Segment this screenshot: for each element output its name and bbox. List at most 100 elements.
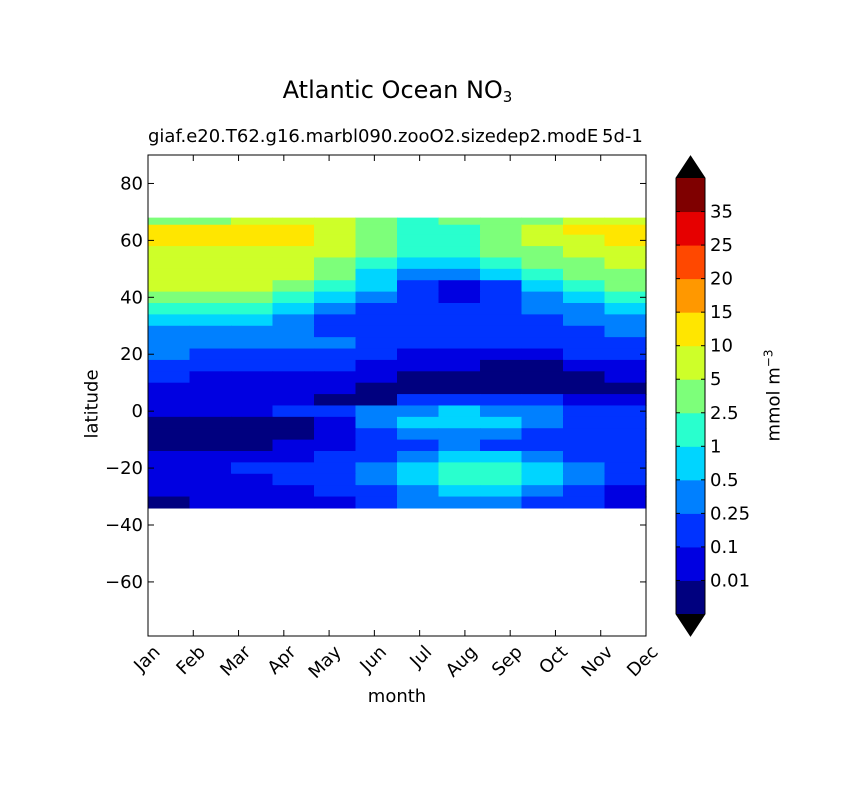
y-tick-label: 40 [120,287,143,308]
y-tick-label: 80 [120,173,143,194]
colorbar-outline [675,155,706,637]
heatmap-cell [604,359,647,372]
heatmap-cell [272,359,315,372]
heatmap-cell [397,314,440,327]
heatmap-cell [563,314,606,327]
heatmap-cell [438,405,481,418]
heatmap-cell [438,257,481,270]
heatmap-cell [148,428,191,441]
heatmap-cell [397,325,440,338]
heatmap-cell [521,473,564,486]
heatmap-cell [272,405,315,418]
heatmap-cell [231,473,274,486]
heatmap-cell [231,382,274,395]
heatmap-cell [148,224,191,236]
heatmap-cell [355,371,398,384]
heatmap-cell [604,394,647,407]
heatmap-cell [521,405,564,418]
heatmap-cell [438,325,481,338]
colorbar-segment [676,412,705,447]
heatmap-cell [438,246,481,259]
heatmap-cell [314,416,357,429]
heatmap-cell [397,359,440,372]
heatmap-cell [604,485,647,498]
heatmap-cell [272,246,315,259]
heatmap-cell [231,314,274,327]
heatmap-cell [563,416,606,429]
heatmap-cell [231,280,274,293]
heatmap-cell [521,224,564,236]
colorbar-extend-low [676,614,705,636]
heatmap-cell [148,371,191,384]
heatmap-cell [148,462,191,475]
heatmap-cell [604,371,647,384]
heatmap-cell [148,217,191,226]
heatmap-cell [438,314,481,327]
heatmap-cell [438,234,481,247]
chart-subtitle-right: 5d-1 [602,126,643,147]
heatmap-cell [480,224,523,236]
heatmap-cell [148,337,191,350]
heatmap-cell [397,416,440,429]
colorbar-tick-label: 0.5 [710,470,739,491]
heatmap-cell [563,394,606,407]
heatmap-cell [314,325,357,338]
heatmap-cell [231,268,274,281]
heatmap-cell [397,303,440,315]
heatmap-cell [189,348,232,361]
heatmap-cell [604,473,647,486]
heatmap-cell [314,234,357,247]
heatmap-cell [438,416,481,429]
heatmap-cell [189,485,232,498]
heatmap-cell [189,303,232,315]
colorbar-segment [676,278,705,313]
heatmap-cell [521,496,564,509]
heatmap-cell [438,359,481,372]
heatmap-cell [231,394,274,407]
heatmap-cell [563,268,606,281]
heatmap-cell [189,405,232,418]
heatmap-cell [272,451,315,463]
heatmap-cell [314,217,357,226]
heatmap-cell [189,416,232,429]
colorbar-tick-label: 35 [710,202,733,223]
colorbar-segment [676,446,705,481]
heatmap-cell [521,359,564,372]
heatmap-cell [189,314,232,327]
heatmap-cell [480,428,523,441]
colorbar-extend-high [676,156,705,178]
heatmap-cell [355,439,398,452]
heatmap-cell [563,359,606,372]
heatmap-cell [521,439,564,452]
heatmap-cell [231,348,274,361]
heatmap-cell [355,462,398,475]
heatmap-cell [355,451,398,463]
heatmap-cell [604,428,647,441]
y-axis-label: latitude [81,369,103,439]
colorbar-tick-label: 1 [710,436,721,457]
heatmap-cell [604,337,647,350]
heatmap-cell [272,473,315,486]
heatmap-cell [397,234,440,247]
heatmap-cell [272,496,315,509]
heatmap-cell [314,496,357,509]
heatmap-cell [397,428,440,441]
heatmap-cell [521,291,564,304]
heatmap-cell [521,382,564,395]
x-tick-label: Mar [216,641,255,680]
y-tick-label: 0 [132,401,143,422]
heatmap-cell [563,473,606,486]
heatmap-cell [189,428,232,441]
heatmap-cell [480,234,523,247]
heatmap-cell [231,451,274,463]
heatmap-cell [231,246,274,259]
y-tick-label: −40 [105,515,143,536]
heatmap-cell [189,473,232,486]
heatmap-cell [397,257,440,270]
heatmap-cell [438,224,481,236]
heatmap-cell [231,359,274,372]
heatmap-cell [189,257,232,270]
heatmap-cell [521,485,564,498]
colorbar-segment [676,580,705,615]
heatmap-cell [189,394,232,407]
